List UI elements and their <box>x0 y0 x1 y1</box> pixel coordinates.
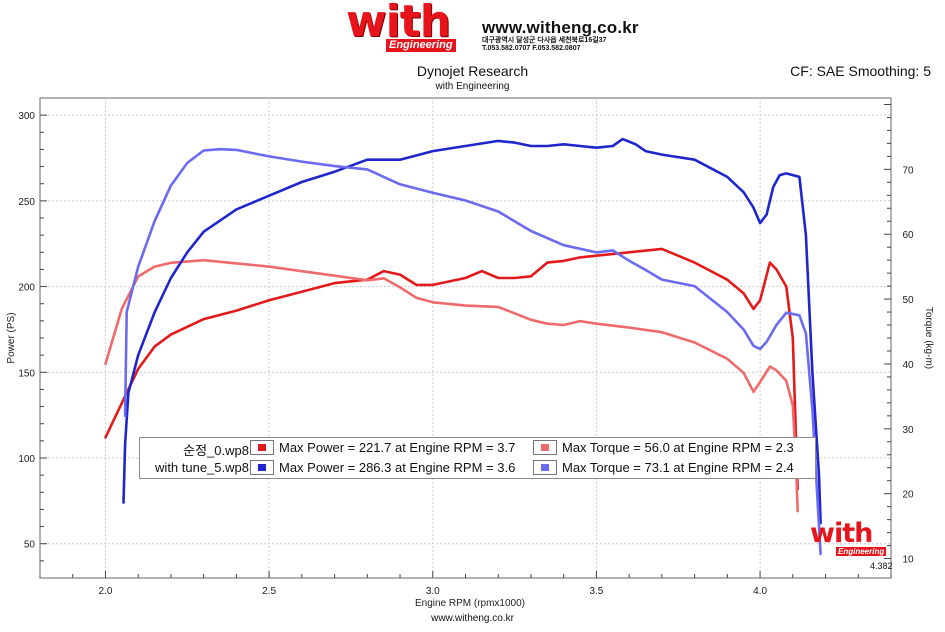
legend-max-torque: Max Torque = 73.1 at Engine RPM = 2.4 <box>562 460 794 475</box>
correction-factor-label: CF: SAE Smoothing: 5 <box>790 63 931 79</box>
y2-tick-label: 60 <box>902 230 914 241</box>
x-ticks: 2.0 2.5 3.0 3.5 4.0 <box>39 571 892 597</box>
legend: 순정_0.wp8 Max Power = 221.7 at Engine RPM… <box>139 437 816 479</box>
footer-url: www.witheng.co.kr <box>431 613 514 624</box>
x-tick-label: 3.5 <box>589 586 603 597</box>
y2-tick-label: 40 <box>902 360 914 371</box>
y2-axis-label: Torque (kg-m) <box>923 307 934 369</box>
legend-row: 순정_0.wp8 Max Power = 221.7 at Engine RPM… <box>140 438 815 458</box>
header-site-url: www.witheng.co.kr <box>482 18 639 37</box>
legend-power-swatch <box>250 460 274 475</box>
legend-max-torque: Max Torque = 56.0 at Engine RPM = 2.3 <box>562 440 794 455</box>
y2-tick-label: 70 <box>902 165 914 176</box>
legend-run-name: 순정_0.wp8 <box>183 443 249 458</box>
watermark-logo: with Engineering <box>810 518 890 568</box>
series-line-stock-torque <box>104 258 800 513</box>
swatch-fill <box>541 464 549 471</box>
watermark-text: with <box>810 518 873 549</box>
brand-logo: with Engineering <box>346 0 461 56</box>
watermark-sub-text: Engineering <box>836 547 887 556</box>
phone-line: T.053.582.0707 F.053.582.0807 <box>482 45 581 52</box>
x-tick-label: 2.0 <box>99 586 113 597</box>
legend-row: with tune_5.wp8 Max Power = 286.3 at Eng… <box>140 458 815 478</box>
x-axis-label: Engine RPM (rpmx1000) <box>415 598 525 609</box>
swatch-fill <box>258 444 266 451</box>
y-tick-label: 100 <box>18 454 35 465</box>
legend-torque-swatch <box>533 440 557 455</box>
series-lines <box>104 137 822 556</box>
y2-tick-label: 10 <box>902 555 914 566</box>
y-tick-label: 50 <box>24 540 36 551</box>
y-tick-label: 150 <box>18 368 35 379</box>
address-line: 대구광역시 달성군 다사읍 세천북로16길37 <box>482 37 607 44</box>
legend-torque-swatch <box>533 460 557 475</box>
x-tick-label: 4.0 <box>753 586 767 597</box>
x-max-readout: 4.382 <box>870 561 893 571</box>
y-tick-label: 250 <box>18 197 35 208</box>
y2-tick-label: 50 <box>902 295 914 306</box>
series-line-tune-torque <box>123 147 822 556</box>
logo-sub-text: Engineering <box>386 39 456 52</box>
series-line-stock-power <box>104 247 800 491</box>
legend-run-name: with tune_5.wp8 <box>155 460 249 475</box>
header-address: 대구광역시 달성군 다사읍 세천북로16길37 T.053.582.0707 F… <box>482 37 606 53</box>
swatch-fill <box>258 464 266 471</box>
x-tick-label: 2.5 <box>262 586 276 597</box>
chart-title: Dynojet Research <box>416 63 529 79</box>
chart-subtitle: with Engineering <box>435 81 510 92</box>
legend-power-swatch <box>250 440 274 455</box>
swatch-fill <box>541 444 549 451</box>
y2-tick-label: 20 <box>902 490 914 501</box>
x-tick-label: 3.0 <box>426 586 440 597</box>
legend-max-power: Max Power = 221.7 at Engine RPM = 3.7 <box>279 440 516 455</box>
legend-max-power: Max Power = 286.3 at Engine RPM = 3.6 <box>279 460 516 475</box>
y-axis-label: Power (PS) <box>6 312 17 363</box>
y-right-ticks: 10 20 30 40 50 60 70 <box>884 103 914 566</box>
y-tick-label: 200 <box>18 283 35 294</box>
y2-tick-label: 30 <box>902 425 914 436</box>
series-line-tune-power <box>122 137 822 525</box>
y-left-ticks: 50 100 150 200 250 300 <box>18 111 47 562</box>
y-tick-label: 300 <box>18 111 35 122</box>
